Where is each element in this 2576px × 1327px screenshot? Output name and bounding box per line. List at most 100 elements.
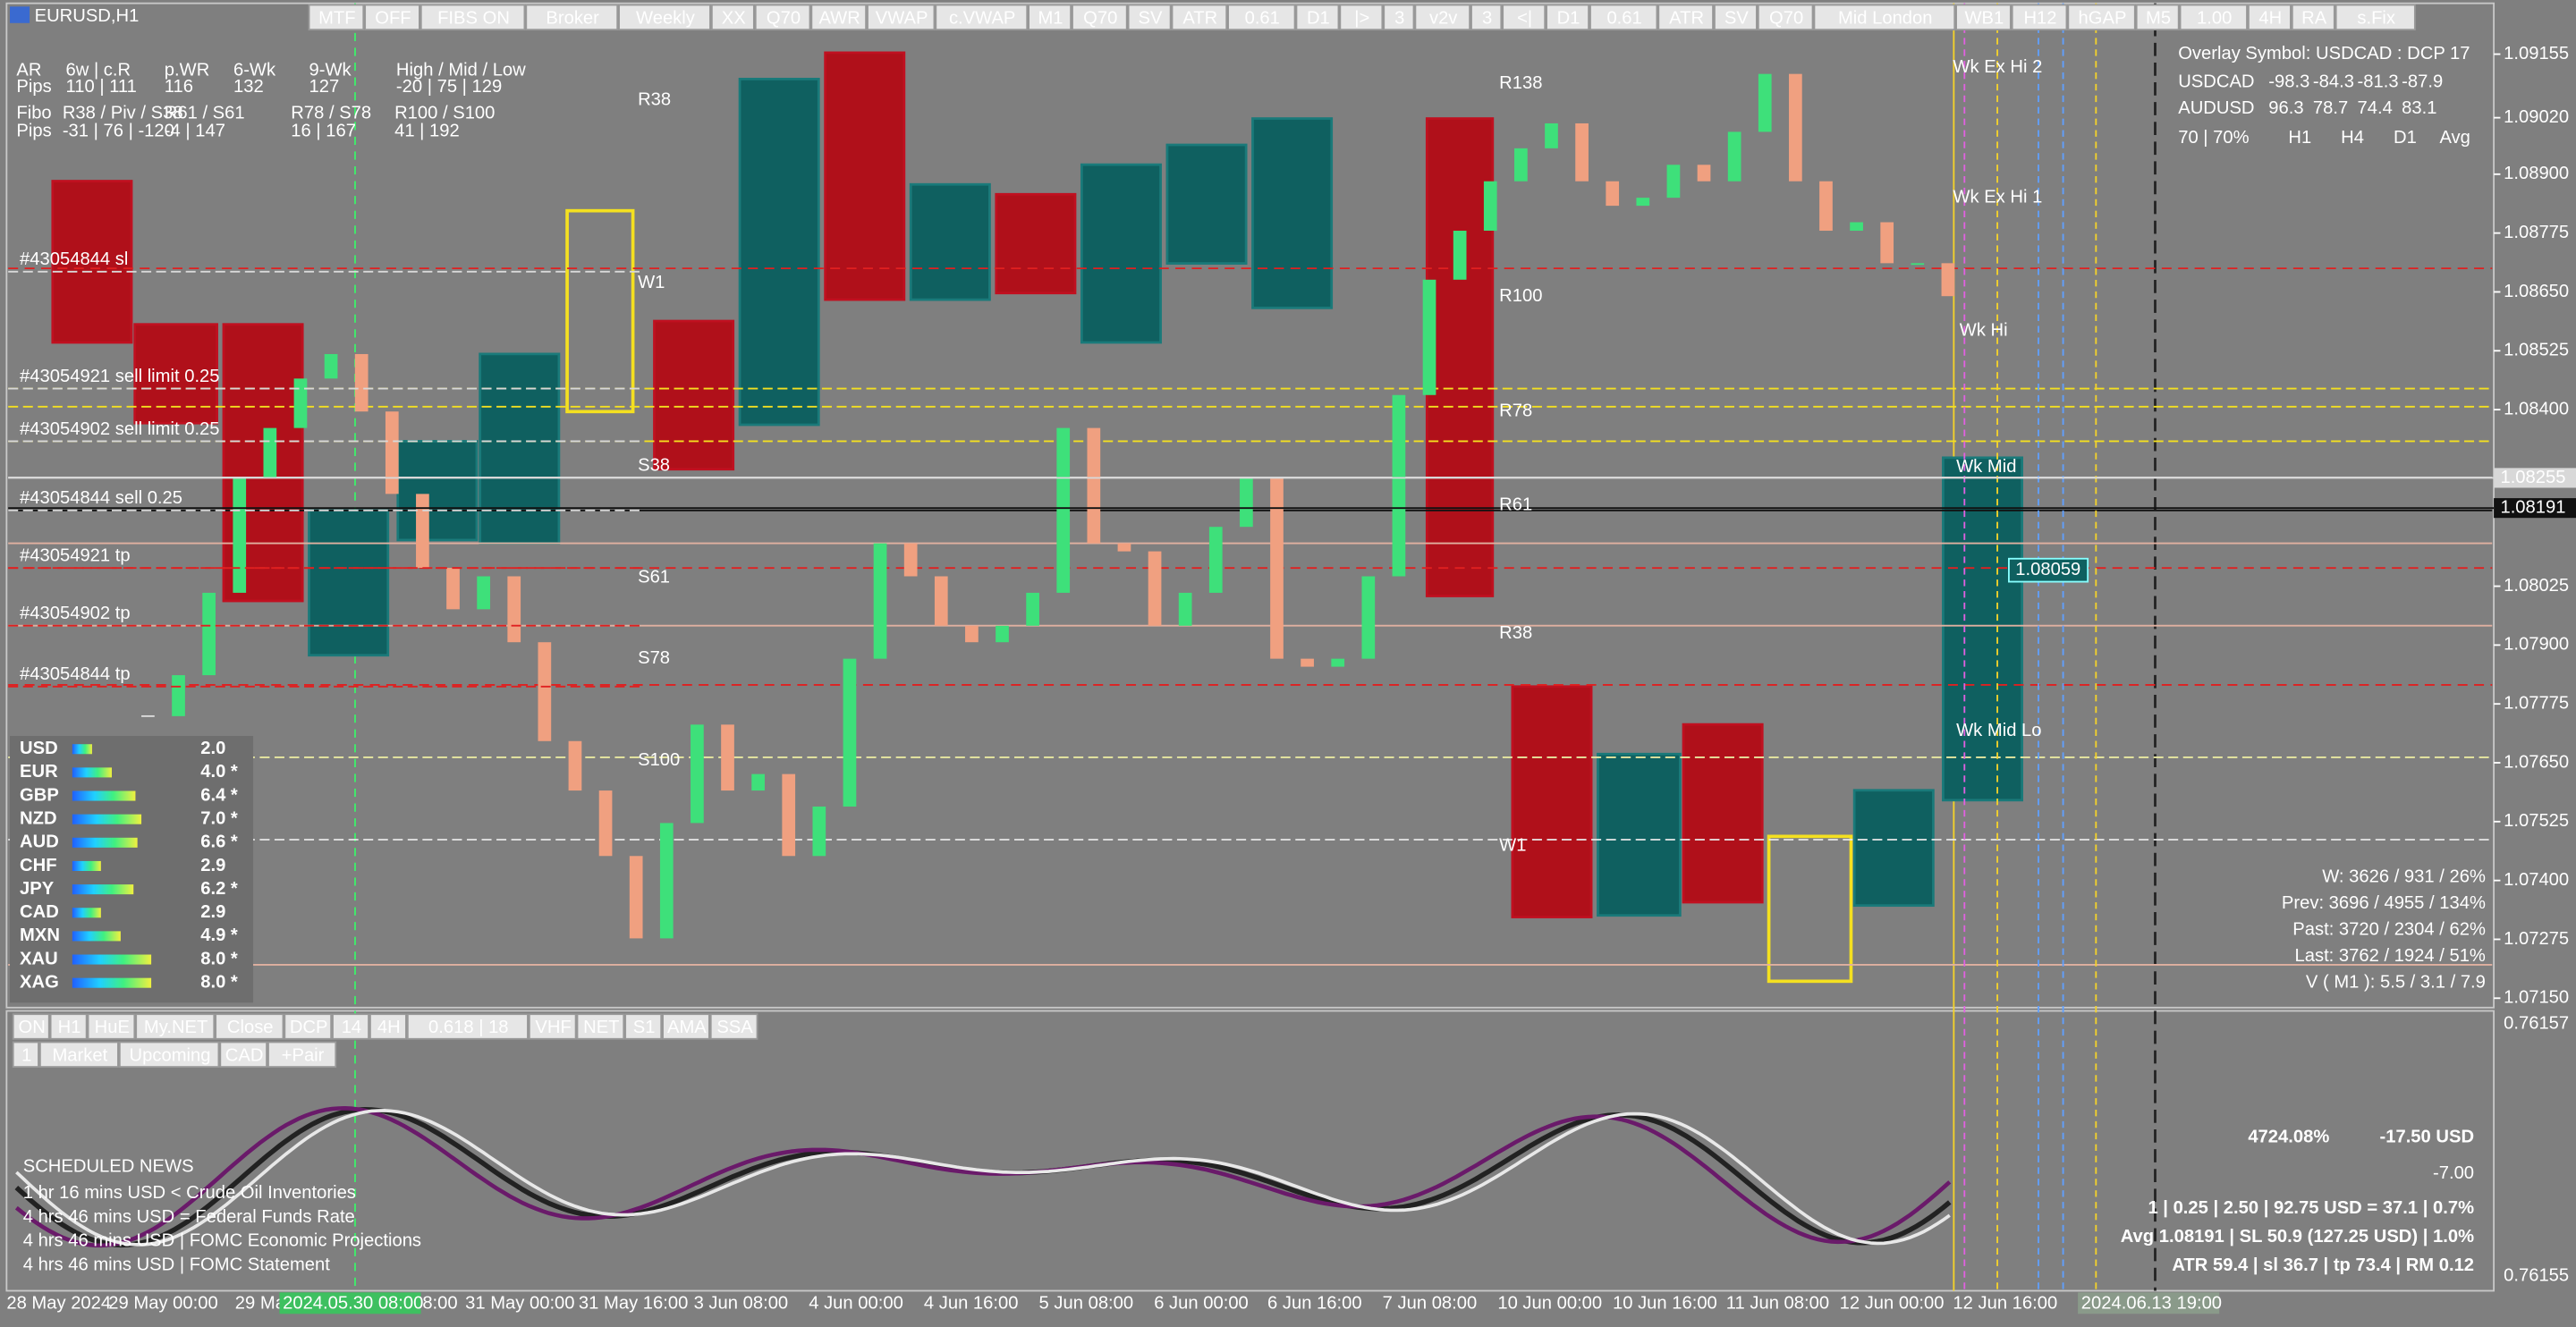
toolbar-button[interactable]: [364, 4, 420, 31]
toolbar-button[interactable]: [308, 4, 365, 31]
toolbar-label: ATR: [1669, 9, 1704, 29]
toolbar-button[interactable]: [935, 4, 1029, 31]
toolbar-button[interactable]: [1414, 4, 1471, 31]
candle: [385, 411, 399, 494]
toolbar-button[interactable]: [49, 1013, 88, 1040]
toolbar-button[interactable]: [867, 4, 936, 31]
strength-value: 6.6 *: [200, 833, 238, 852]
candle: [293, 378, 308, 428]
toolbar-button[interactable]: [1470, 4, 1503, 31]
price-label: 1.07650: [2504, 752, 2569, 772]
toolbar-button[interactable]: [576, 1013, 625, 1040]
toolbar-button[interactable]: [1502, 4, 1546, 31]
toolbar-button[interactable]: [267, 1041, 337, 1069]
candle: [172, 675, 185, 716]
toolbar-button[interactable]: [2135, 4, 2180, 31]
toolbar-button[interactable]: [710, 4, 755, 31]
toolbar-button[interactable]: [1028, 4, 1072, 31]
session-box: [1165, 143, 1248, 265]
toolbar-button[interactable]: [810, 4, 868, 31]
toolbar-button[interactable]: [528, 1013, 577, 1040]
session-box: [1251, 117, 1334, 309]
overlay-value: 74.4: [2358, 98, 2393, 118]
time-label: 5 Jun 08:00: [1039, 1294, 1134, 1314]
toolbar-label: Mid London: [1838, 9, 1933, 29]
price-label: 1.08400: [2504, 399, 2569, 418]
toolbar-label: 14: [342, 1018, 361, 1037]
candle: [1819, 181, 1833, 232]
toolbar-button[interactable]: [12, 1013, 50, 1040]
toolbar-button[interactable]: [2334, 4, 2416, 31]
toolbar-button[interactable]: [525, 4, 619, 31]
toolbar-button[interactable]: [1657, 4, 1714, 31]
candle: [1575, 123, 1589, 182]
order-label: #43054921 sell limit 0.25: [20, 367, 219, 386]
toolbar-button[interactable]: [406, 1013, 529, 1040]
overlay-value: 83.1: [2402, 98, 2436, 118]
toolbar-button[interactable]: [662, 1013, 710, 1040]
strength-value: 7.0 *: [200, 809, 238, 829]
toolbar-button[interactable]: [419, 4, 526, 31]
toolbar-button[interactable]: [284, 1013, 333, 1040]
level-label: R38: [638, 90, 671, 110]
currency-name: EUR: [20, 762, 58, 782]
candle: [507, 576, 521, 643]
toolbar-button[interactable]: [1127, 4, 1172, 31]
currency-name: USD: [20, 739, 58, 758]
toolbar-button[interactable]: [1383, 4, 1415, 31]
candle: [416, 494, 429, 569]
toolbar-button[interactable]: [2179, 4, 2248, 31]
toolbar-label: D1: [1307, 9, 1330, 29]
time-label: 11 Jun 08:00: [1726, 1294, 1829, 1314]
strength-bar: [72, 744, 92, 755]
order-label: #43054844 tp: [20, 664, 131, 684]
toolbar-button[interactable]: [2247, 4, 2292, 31]
toolbar-button[interactable]: [2291, 4, 2335, 31]
toolbar-button[interactable]: [1955, 4, 2012, 31]
toolbar-button[interactable]: [2067, 4, 2136, 31]
toolbar-button[interactable]: [369, 1013, 407, 1040]
toolbar-button[interactable]: [1813, 4, 1956, 31]
toolbar-button[interactable]: [87, 1013, 136, 1040]
toolbar-button[interactable]: [754, 4, 811, 31]
toolbar-button[interactable]: [219, 1041, 268, 1069]
price-marker-bg: [2494, 468, 2576, 488]
toolbar-button[interactable]: [1171, 4, 1228, 31]
overlay-value: -81.3: [2358, 72, 2399, 91]
toolbar-button[interactable]: [1713, 4, 1758, 31]
overlay-title: Overlay Symbol: USDCAD : DCP 17: [2178, 44, 2470, 63]
toolbar-button[interactable]: [624, 1013, 663, 1040]
price-label: 1.07400: [2504, 870, 2569, 890]
time-label: 6 Jun 16:00: [1267, 1294, 1362, 1314]
session-box: [1511, 685, 1593, 918]
toolbar-button[interactable]: [1757, 4, 1814, 31]
toolbar-button[interactable]: [1589, 4, 1658, 31]
toolbar-button[interactable]: [2011, 4, 2068, 31]
info-text: 127: [309, 77, 340, 97]
candle: [538, 642, 552, 741]
toolbar-button[interactable]: [1072, 4, 1128, 31]
toolbar-button[interactable]: [709, 1013, 758, 1040]
session-box: [1080, 163, 1162, 344]
toolbar-button[interactable]: [135, 1013, 216, 1040]
toolbar-label: AMA: [667, 1018, 707, 1037]
account-line: 1 | 0.25 | 2.50 | 92.75 USD = 37.1 | 0.7…: [2148, 1198, 2474, 1218]
toolbar-button[interactable]: [1227, 4, 1296, 31]
toolbar-button[interactable]: [118, 1041, 220, 1069]
session-box: [1425, 117, 1495, 597]
toolbar-button[interactable]: [332, 1013, 369, 1040]
toolbar-button[interactable]: [1295, 4, 1340, 31]
toolbar-button[interactable]: [618, 4, 711, 31]
level-label: Wk Mid Lo: [1956, 721, 2041, 740]
account-line: ATR 59.4 | sl 36.7 | tp 73.4 | RM 0.12: [2172, 1255, 2474, 1275]
toolbar-button[interactable]: [1546, 4, 1590, 31]
news-item: 4 hrs 46 mins USD | FOMC Economic Projec…: [23, 1231, 421, 1251]
time-highlight: [2078, 1292, 2220, 1314]
toolbar-button[interactable]: [1339, 4, 1384, 31]
toolbar-button[interactable]: [215, 1013, 284, 1040]
level-label: S61: [638, 568, 670, 587]
toolbar-button[interactable]: [38, 1041, 119, 1069]
session-box: [479, 352, 561, 545]
candle: [965, 625, 979, 643]
toolbar-button[interactable]: [12, 1041, 39, 1069]
